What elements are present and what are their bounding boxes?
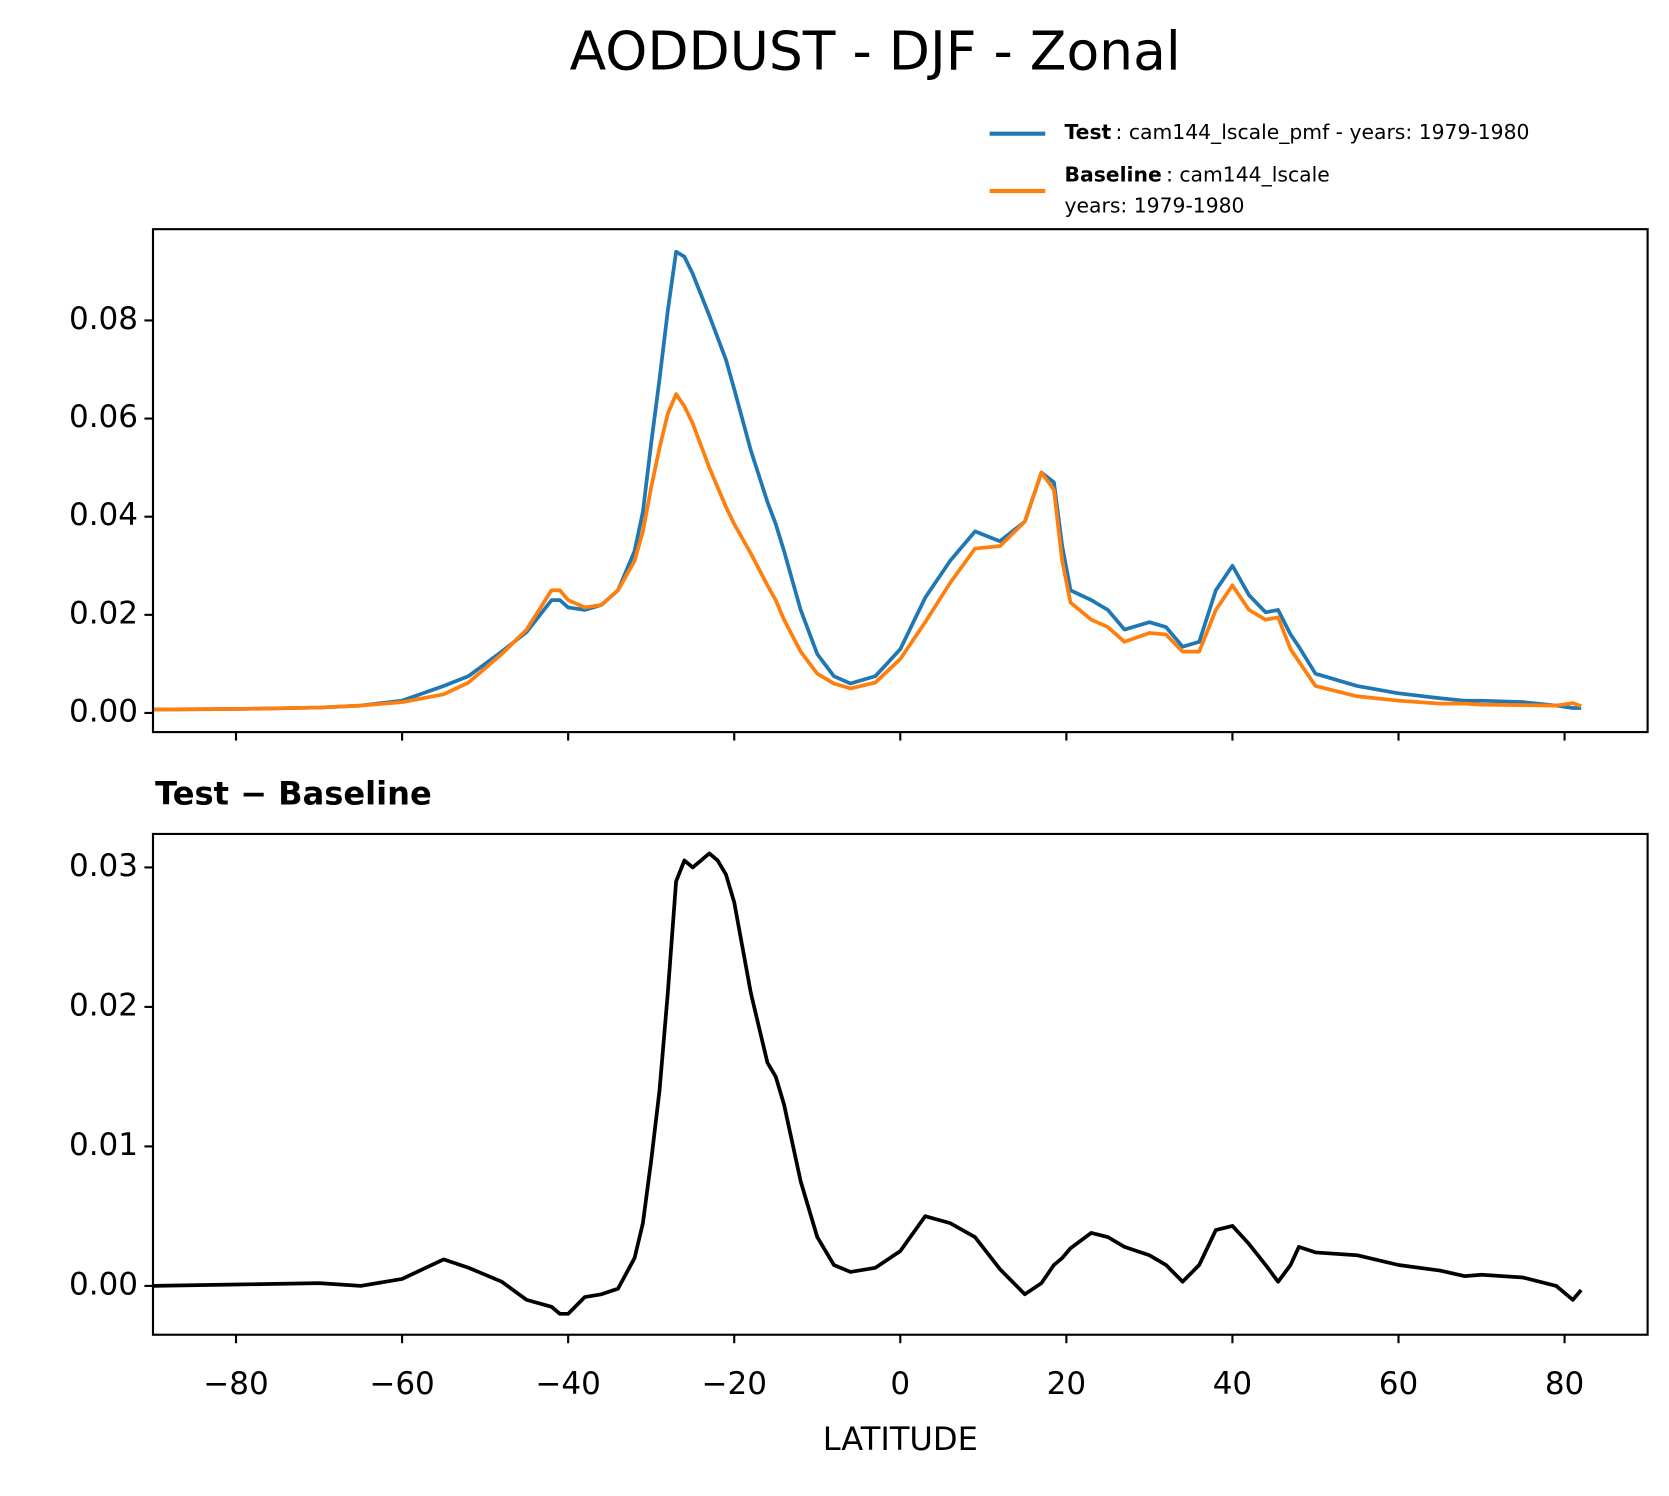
legend-name: Test — [1065, 120, 1112, 144]
legend-label: : cam144_lscale_pmf - years: 1979-1980 — [1116, 120, 1530, 144]
series-line — [152, 392, 1582, 712]
y-tick-label: 0.06 — [69, 399, 138, 435]
y-tick-label: 0.01 — [69, 1127, 138, 1163]
x-tick-label: −20 — [702, 1366, 767, 1402]
legend-label: years: 1979-1980 — [1065, 193, 1245, 217]
series-line — [152, 851, 1583, 1316]
legend-label: : cam144_lscale — [1166, 163, 1330, 187]
x-tick-label: 0 — [890, 1366, 910, 1402]
y-tick-label: 0.08 — [69, 301, 138, 337]
y-tick-label: 0.02 — [69, 595, 138, 631]
series-line — [152, 249, 1582, 712]
x-tick-label: −40 — [535, 1366, 600, 1402]
x-axis-label: LATITUDE — [823, 1420, 978, 1458]
x-tick-label: 20 — [1047, 1366, 1086, 1402]
y-tick-label: 0.03 — [69, 848, 138, 884]
y-tick-label: 0.00 — [69, 1266, 138, 1302]
x-tick-label: 60 — [1379, 1366, 1418, 1402]
x-tick-label: −60 — [369, 1366, 434, 1402]
y-tick-label: 0.00 — [69, 694, 138, 730]
y-tick-label: 0.02 — [69, 987, 138, 1023]
x-tick-label: −80 — [203, 1366, 268, 1402]
x-tick-label: 40 — [1213, 1366, 1252, 1402]
figure-title: AODDUST - DJF - Zonal — [570, 21, 1181, 83]
x-tick-label: 80 — [1545, 1366, 1584, 1402]
legend-name: Baseline — [1065, 163, 1162, 187]
panel-title: Test − Baseline — [155, 775, 432, 813]
y-tick-label: 0.04 — [69, 497, 138, 533]
